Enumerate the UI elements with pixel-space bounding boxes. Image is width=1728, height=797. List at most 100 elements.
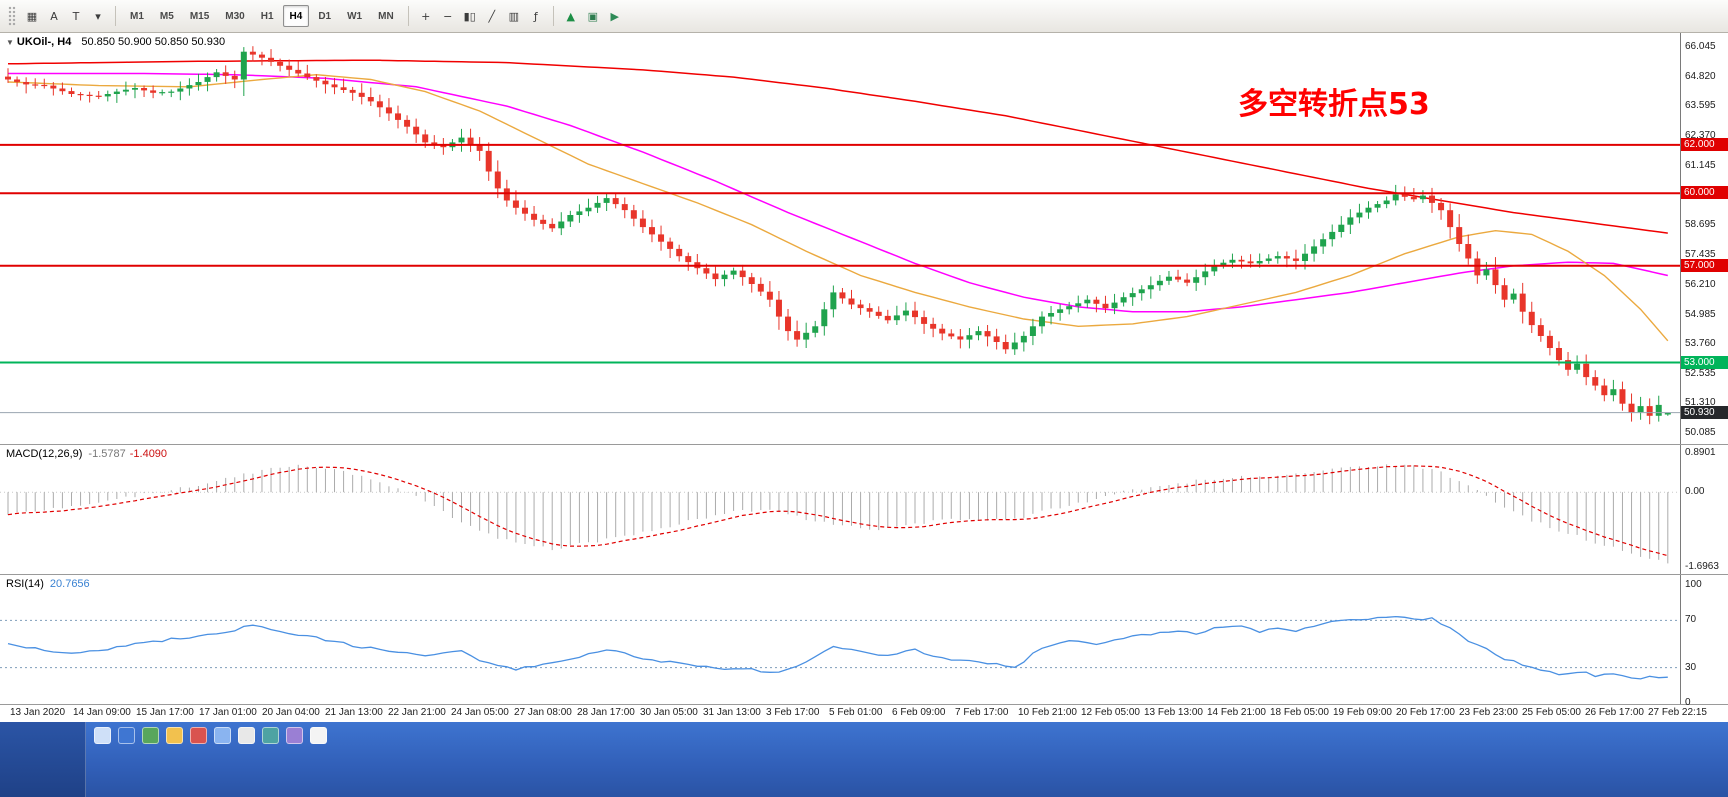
toolbar-separator <box>552 6 554 26</box>
timeframe-m30[interactable]: M30 <box>225 10 245 22</box>
candle <box>1637 406 1644 413</box>
rsi-panel[interactable]: RSI(14) 20.7656 100 70 30 0 <box>0 575 1728 708</box>
timeframe-m5[interactable]: M5 <box>159 10 174 22</box>
candle <box>676 248 683 257</box>
candle <box>258 54 265 58</box>
rsi-line <box>7 615 1668 680</box>
macd-panel[interactable]: MACD(12,26,9) -1.5787 -1.4090 0.8901 0.00 -1… <box>0 445 1728 575</box>
quicklaunch-icon[interactable] <box>286 727 303 744</box>
rsi-indicator-label: RSI(14) 20.7656 <box>6 578 90 590</box>
candle <box>331 84 338 88</box>
toolbar-grip[interactable] <box>8 6 16 26</box>
candle <box>1401 194 1408 197</box>
candle <box>404 119 411 127</box>
collapse-arrow-icon[interactable]: ▼ <box>6 38 14 47</box>
candle <box>1338 224 1345 232</box>
timeframe-m1[interactable]: M1 <box>130 10 144 22</box>
candle <box>295 69 302 74</box>
time-label: 6 Feb 09:00 <box>892 707 946 718</box>
candle <box>1220 262 1227 266</box>
zoom-in-icon[interactable]: + <box>421 9 431 23</box>
quicklaunch-icon[interactable] <box>310 727 327 744</box>
price-tick: 54.985 <box>1685 309 1716 320</box>
candle <box>1610 389 1617 396</box>
expert-advisors-icon[interactable]: ▣ <box>587 9 598 23</box>
draw-tools-dropdown-icon[interactable]: ▾ <box>95 9 101 23</box>
candle <box>521 207 528 214</box>
candle <box>1492 269 1499 286</box>
candle <box>240 51 247 80</box>
taskbar-start-area[interactable] <box>0 722 86 797</box>
candle <box>930 323 937 329</box>
candle <box>549 223 556 229</box>
candle <box>159 92 166 94</box>
macd-svg[interactable] <box>0 445 1680 575</box>
price-chart-panel[interactable]: ▼ UKOil-, H4 50.850 50.900 50.850 50.930 多… <box>0 33 1728 445</box>
indicators-icon[interactable]: ƒ <box>533 9 538 23</box>
quicklaunch-icon[interactable] <box>214 727 231 744</box>
line-chart-icon[interactable]: ╱ <box>488 9 496 23</box>
candle <box>730 270 737 275</box>
rsi-axis[interactable]: 100 70 30 0 <box>1680 575 1728 708</box>
symbol-timeframe-label: UKOil-, H4 <box>16 36 72 48</box>
candle <box>512 200 519 208</box>
candle <box>639 218 646 228</box>
timeframe-h1[interactable]: H1 <box>260 10 274 22</box>
quicklaunch-icon[interactable] <box>238 727 255 744</box>
quicklaunch-icon[interactable] <box>142 727 159 744</box>
quicklaunch-icon[interactable] <box>262 727 279 744</box>
price-tick: 53.760 <box>1685 338 1716 349</box>
time-axis[interactable]: 13 Jan 2020 14 Jan 09:00 15 Jan 17:00 17 Ja… <box>0 705 1728 722</box>
text-label-tool-icon[interactable]: A <box>50 9 58 23</box>
new-order-icon[interactable]: ▲ <box>566 9 576 23</box>
rsi-svg[interactable] <box>0 575 1680 705</box>
quicklaunch-icon[interactable] <box>166 727 183 744</box>
candle <box>440 144 447 148</box>
candle <box>1202 271 1209 278</box>
time-label: 13 Feb 13:00 <box>1144 707 1203 718</box>
bar-chart-icon[interactable]: ▥ <box>508 9 519 23</box>
quicklaunch-icon[interactable] <box>190 727 207 744</box>
candle <box>68 91 75 94</box>
timeframe-d1[interactable]: D1 <box>318 10 332 22</box>
grid-tool-icon[interactable]: ▦ <box>26 9 38 23</box>
candle <box>785 316 792 332</box>
text-tool-icon[interactable]: T <box>72 9 80 23</box>
candlestick-chart-icon[interactable]: ▮▯ <box>463 9 476 23</box>
macd-axis[interactable]: 0.8901 0.00 -1.6963 <box>1680 445 1728 574</box>
candle <box>830 292 837 310</box>
auto-trading-icon[interactable]: ▶ <box>610 9 620 23</box>
candle <box>1156 280 1163 286</box>
candle <box>1011 342 1018 350</box>
candle <box>748 277 755 284</box>
price-axis[interactable]: 66.045 64.820 63.595 62.370 61.145 58.695 57.4… <box>1680 33 1728 444</box>
candle <box>1129 293 1136 298</box>
candle <box>621 204 628 211</box>
candle <box>1474 258 1481 276</box>
candle <box>1193 277 1200 283</box>
price-tick: 51.310 <box>1685 397 1716 408</box>
price-tick: 57.435 <box>1685 249 1716 260</box>
candle <box>1238 259 1245 262</box>
quicklaunch-icon[interactable] <box>118 727 135 744</box>
candle <box>594 202 601 208</box>
candle <box>848 298 855 305</box>
candle <box>1356 212 1363 218</box>
timeframe-mn[interactable]: MN <box>378 10 394 22</box>
candle <box>322 80 329 85</box>
zoom-out-icon[interactable]: − <box>443 9 453 23</box>
price-chart-svg[interactable] <box>0 33 1680 445</box>
candle <box>1102 303 1109 309</box>
quicklaunch-icon[interactable] <box>94 727 111 744</box>
candle <box>186 85 193 89</box>
candle <box>648 227 655 235</box>
candle <box>476 144 483 151</box>
candle <box>630 210 637 219</box>
time-label: 22 Jan 21:00 <box>388 707 446 718</box>
timeframe-h4[interactable]: H4 <box>282 5 310 27</box>
rsi-value: 20.7656 <box>49 578 90 590</box>
timeframe-m15[interactable]: M15 <box>189 10 210 22</box>
candle <box>376 101 383 108</box>
candle <box>1265 258 1272 261</box>
timeframe-w1[interactable]: W1 <box>347 10 363 22</box>
